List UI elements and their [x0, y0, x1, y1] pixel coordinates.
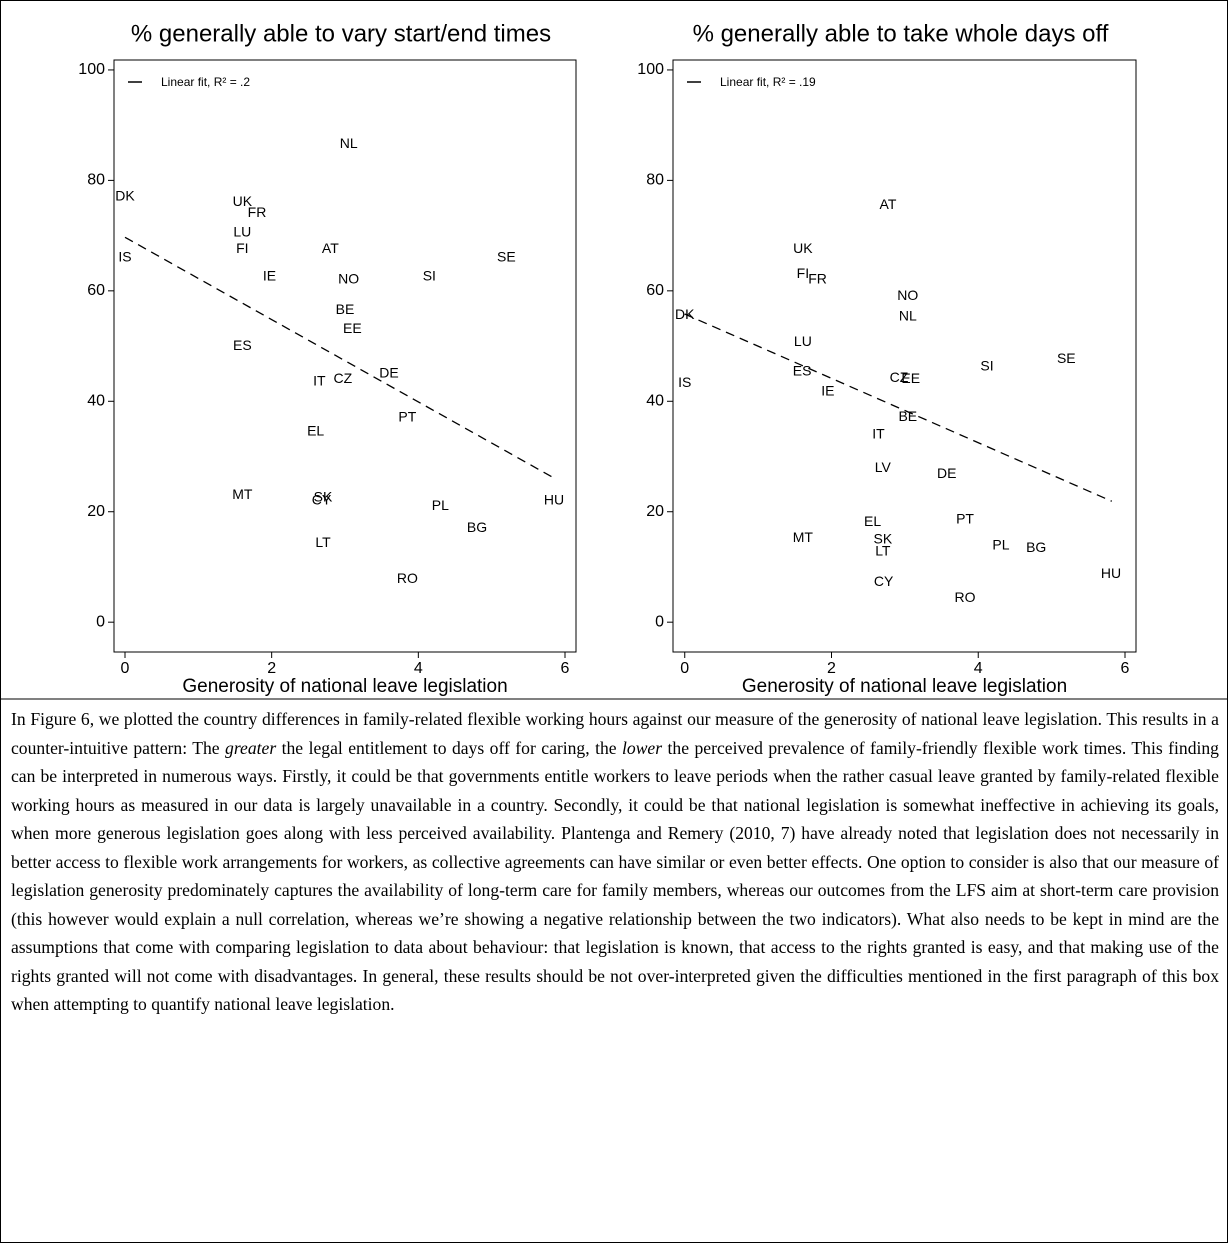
y-tick-label: 0 — [96, 613, 105, 630]
x-tick-label: 0 — [121, 660, 130, 677]
point-label: DE — [937, 465, 956, 481]
text-run: In Figure 6, we plotted the country diff… — [11, 709, 1219, 758]
point-label: CY — [312, 491, 332, 507]
point-label: CZ — [333, 370, 352, 386]
y-tick-label: 0 — [655, 613, 664, 630]
x-tick-label: 6 — [561, 660, 570, 677]
point-label: IS — [118, 248, 131, 264]
point-label: PL — [432, 497, 449, 513]
point-label: EL — [307, 422, 324, 438]
x-tick-label: 4 — [414, 660, 423, 677]
point-label: DE — [379, 364, 398, 380]
point-label: EE — [343, 320, 362, 336]
emphasis: lower — [622, 737, 663, 758]
point-label: LU — [794, 333, 812, 349]
chart-title: % generally able to take whole days off — [693, 20, 1109, 47]
point-label: BE — [898, 408, 917, 424]
point-label: UK — [793, 240, 813, 256]
point-label: SK — [874, 531, 893, 547]
text-run: the legal entitlement to days off for ca… — [276, 737, 623, 758]
point-label: HU — [1101, 565, 1121, 581]
charts: % generally able to vary start/end times… — [1, 20, 1227, 700]
point-label: DK — [115, 188, 135, 204]
point-label: LV — [875, 459, 892, 475]
point-label: EL — [864, 513, 881, 529]
x-tick-label: 0 — [680, 660, 689, 677]
point-label: PT — [398, 409, 416, 425]
point-label: UK — [233, 193, 253, 209]
point-label: NO — [897, 287, 918, 303]
x-tick-label: 4 — [974, 660, 983, 677]
y-tick-label: 100 — [78, 61, 105, 78]
point-label: EE — [901, 370, 920, 386]
point-label: AT — [322, 240, 339, 256]
point-label: FI — [236, 240, 248, 256]
y-tick-label: 60 — [87, 282, 105, 299]
fit-line — [684, 313, 1113, 502]
y-tick-label: 60 — [646, 282, 664, 299]
point-label: FR — [808, 270, 827, 286]
point-label: FI — [797, 265, 809, 281]
point-label: MT — [232, 486, 253, 502]
y-tick-label: 80 — [646, 172, 664, 189]
point-label: SK — [314, 489, 333, 505]
point-label: RO — [397, 570, 418, 586]
point-label: ES — [793, 363, 812, 379]
point-label: BG — [467, 519, 487, 535]
y-tick-label: 40 — [646, 393, 664, 410]
point-label: IS — [678, 374, 691, 390]
point-label: BG — [1026, 539, 1046, 555]
plot-box — [672, 59, 1137, 653]
fit-line — [124, 236, 555, 479]
point-label: IE — [821, 383, 834, 399]
point-label: MT — [793, 529, 814, 545]
point-label: CY — [874, 573, 894, 589]
point-label: SI — [980, 358, 993, 374]
emphasis: greater — [225, 737, 277, 758]
x-tick-label: 2 — [267, 660, 276, 677]
point-label: ES — [233, 337, 252, 353]
point-label: PL — [992, 537, 1009, 553]
y-tick-label: 20 — [646, 503, 664, 520]
point-label: SI — [423, 268, 436, 284]
x-axis-title: Generosity of national leave legislation — [182, 676, 507, 697]
point-label: IT — [872, 426, 885, 442]
point-label: PT — [956, 511, 974, 527]
point-label: IT — [313, 373, 326, 389]
point-label: BE — [336, 301, 355, 317]
y-tick-label: 100 — [637, 61, 664, 78]
y-tick-label: 80 — [87, 172, 105, 189]
point-label: AT — [880, 196, 897, 212]
point-label: NL — [899, 307, 917, 323]
text-run: the perceived prevalence of family-frien… — [11, 737, 1219, 1015]
chart-title: % generally able to vary start/end times — [131, 20, 551, 47]
point-label: NO — [338, 270, 359, 286]
y-tick-label: 40 — [87, 393, 105, 410]
point-label: SE — [497, 248, 516, 264]
point-label: NL — [340, 135, 358, 151]
body-text: In Figure 6, we plotted the country diff… — [11, 705, 1219, 1019]
point-label: LU — [233, 224, 251, 240]
point-label: CZ — [890, 369, 909, 385]
x-axis-title: Generosity of national leave legislation — [742, 676, 1067, 697]
point-label: FR — [248, 204, 267, 220]
point-label: RO — [955, 589, 976, 605]
point-label: IE — [263, 268, 276, 284]
point-label: HU — [544, 491, 564, 507]
x-tick-label: 2 — [827, 660, 836, 677]
plot-box — [113, 59, 577, 653]
legend-label: Linear fit, R² = .2 — [161, 75, 250, 89]
x-tick-label: 6 — [1121, 660, 1130, 677]
y-tick-label: 20 — [87, 503, 105, 520]
legend-label: Linear fit, R² = .19 — [720, 75, 816, 89]
point-label: DK — [675, 306, 695, 322]
point-label: LT — [875, 543, 891, 559]
point-label: SE — [1057, 350, 1076, 366]
point-label: LT — [315, 534, 331, 550]
